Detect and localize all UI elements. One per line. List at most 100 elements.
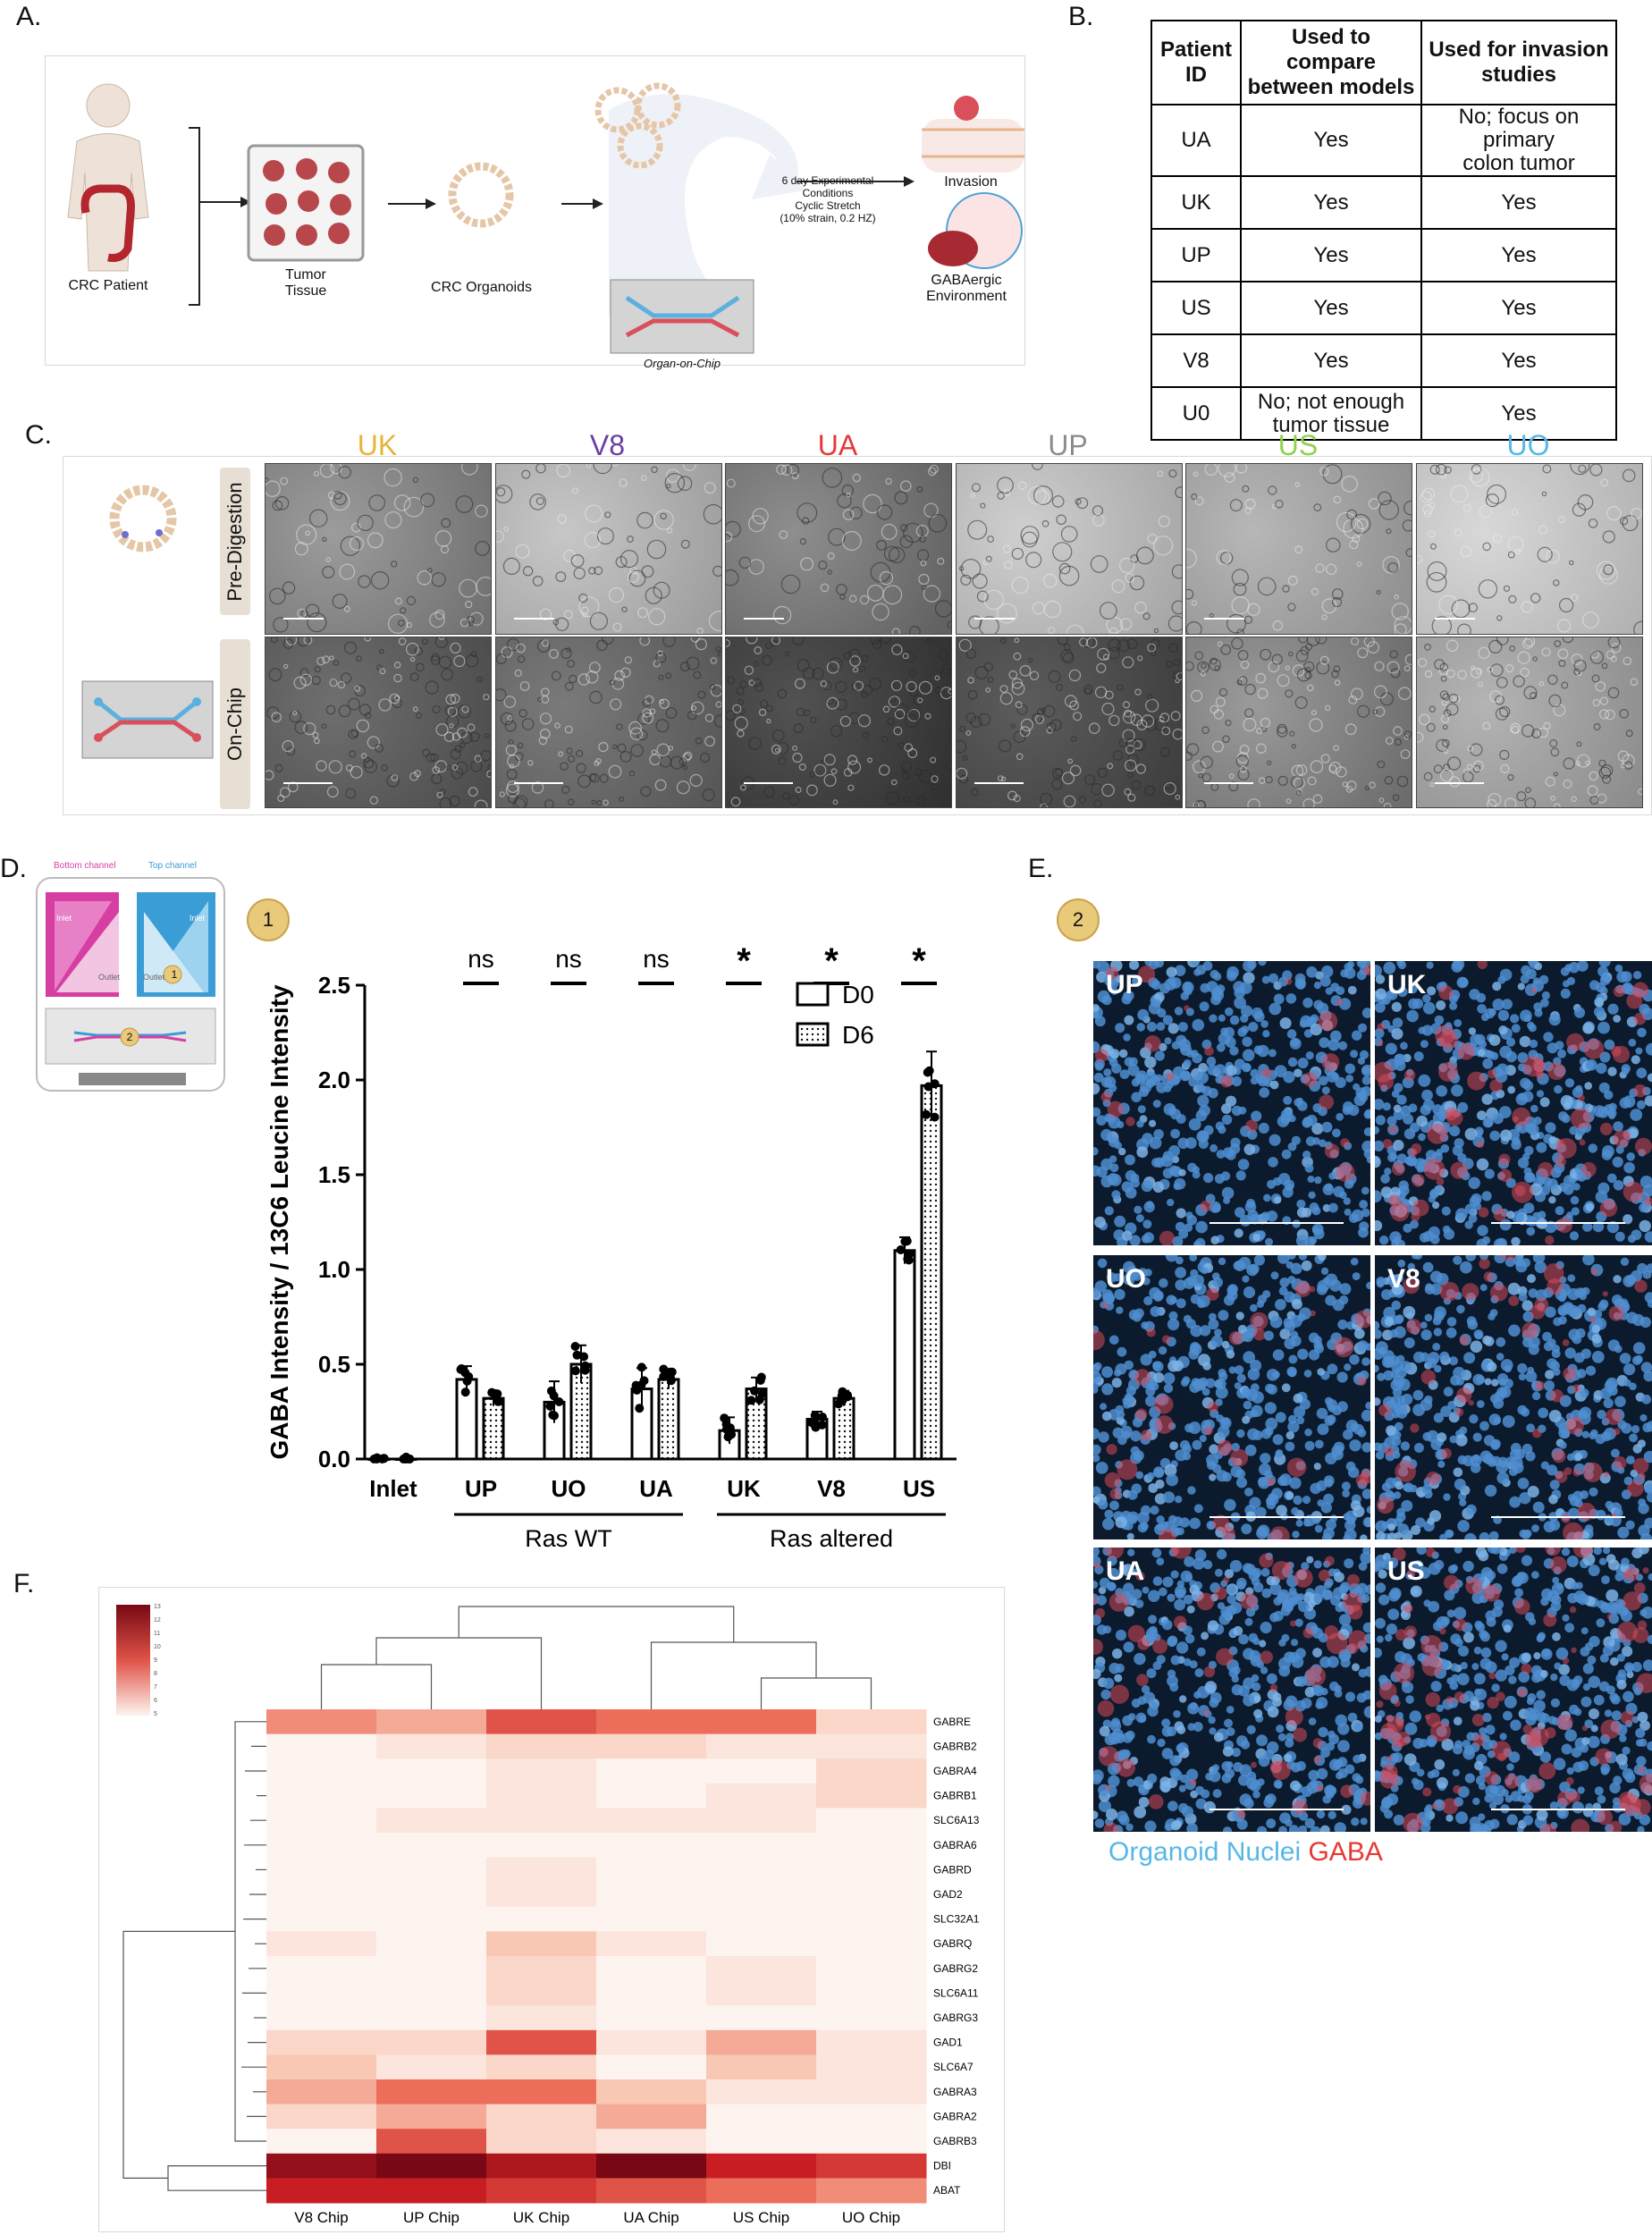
significance-label: * xyxy=(912,941,926,981)
significance-label: * xyxy=(737,941,751,981)
column-label: US Chip xyxy=(733,2209,789,2226)
table-cell: UA xyxy=(1150,104,1242,177)
group-label: Ras altered xyxy=(770,1525,893,1552)
micrograph-uk-chip xyxy=(265,637,492,808)
column-label: UK Chip xyxy=(513,2209,569,2226)
scale-tick-label: 8 xyxy=(154,1671,157,1677)
data-point xyxy=(399,1455,409,1463)
micrograph-v8-chip xyxy=(494,637,722,808)
heatmap-cell xyxy=(596,2153,707,2179)
table-cell: V8 xyxy=(1150,333,1242,388)
data-point xyxy=(635,1404,645,1413)
gene-label: GABRQ xyxy=(933,1937,972,1950)
heatmap-cell xyxy=(816,1931,927,1957)
fluorescence-texture xyxy=(1375,1255,1652,1539)
gaba-bar-chart: 0.0 0.5 1.0 1.5 2.0 2.5 GABA Intensity / 13C6 … xyxy=(266,941,957,1552)
gene-label: GABRE xyxy=(933,1716,971,1728)
scale-tick-label: 10 xyxy=(154,1644,161,1650)
micrograph-texture xyxy=(1186,637,1412,807)
scale-bar xyxy=(1491,1516,1625,1518)
marker-2: 2 xyxy=(1057,898,1100,941)
scale-tick-label: 13 xyxy=(154,1604,161,1610)
table-cell: UK xyxy=(1150,175,1242,230)
heatmap-cell xyxy=(266,1956,377,1982)
scale-bar xyxy=(283,782,333,784)
marker-2-text: 2 xyxy=(1072,908,1084,931)
conditions-line-4: (10% strain, 0.2 HZ) xyxy=(780,212,876,224)
dendrogram-branch xyxy=(650,1641,817,1709)
scale-bar xyxy=(974,782,1024,784)
x-tick-label: Inlet xyxy=(369,1475,417,1502)
table-cell: UP xyxy=(1150,228,1242,283)
bar-d6-up xyxy=(482,1396,505,1461)
legend-nuclei: Organoid Nuclei xyxy=(1108,1837,1302,1867)
gene-label: GABRG3 xyxy=(933,2012,978,2024)
heatmap-cell xyxy=(596,1758,707,1784)
heatmap-cell xyxy=(266,2129,377,2155)
micrograph-us-pre xyxy=(1185,463,1412,635)
heatmap-cell xyxy=(706,2153,817,2179)
outlet-bottom-label: Outlet xyxy=(98,973,121,982)
top-channel-label: Top channel xyxy=(148,861,197,871)
fluorescence-texture xyxy=(1093,961,1370,1245)
gene-heatmap: GABRE GABRB2 GABRA4 GABRB1 SLC6A13 GABRA6 GABR… xyxy=(116,1604,1003,2226)
scale-bar xyxy=(1210,1222,1344,1224)
heatmap-cell xyxy=(596,2029,707,2055)
gene-label: GAD2 xyxy=(933,1888,963,1901)
tile-label-up: UP xyxy=(1106,970,1143,999)
column-label: UP Chip xyxy=(403,2209,459,2226)
heatmap-cell xyxy=(266,2029,377,2055)
legend-swatch-d6 xyxy=(796,1022,830,1047)
gaba-env-line-2: Environment xyxy=(926,289,1007,304)
heatmap-cell xyxy=(266,2178,377,2204)
micrograph-ua-pre xyxy=(725,463,952,635)
data-point xyxy=(579,1352,589,1362)
y-tick-label: 1.0 xyxy=(318,1256,350,1283)
heatmap-cell xyxy=(706,1733,817,1759)
heatmap-cell xyxy=(816,2054,927,2080)
scale-bar xyxy=(1491,1222,1625,1224)
significance-label: ns xyxy=(643,945,670,973)
tile-label-uk: UK xyxy=(1387,970,1427,999)
heatmap-cell xyxy=(816,1833,927,1859)
heatmap-cell xyxy=(816,1709,927,1735)
inlet-top-label: Inlet xyxy=(190,914,206,923)
organoid-schematic-icon xyxy=(109,485,177,552)
scale-tick-label: 5 xyxy=(154,1711,157,1717)
heatmap-cell xyxy=(376,2129,487,2155)
data-point xyxy=(666,1376,676,1386)
row-label-pre-digestion: Pre-Digestion xyxy=(220,468,250,615)
scale-bar xyxy=(1491,1809,1625,1810)
heatmap-cell xyxy=(376,1808,487,1834)
table-cell: Yes xyxy=(1420,333,1617,388)
dendrogram-branch xyxy=(320,1664,433,1709)
heatmap-cell xyxy=(376,1758,487,1784)
heatmap-cell xyxy=(266,1783,377,1809)
heatmap-cell xyxy=(486,2178,597,2204)
heatmap-cell xyxy=(376,2178,487,2204)
data-point xyxy=(378,1454,388,1463)
scale-bar xyxy=(283,618,324,620)
heatmap-cell xyxy=(486,1956,597,1982)
significance-label: * xyxy=(824,941,839,981)
micrograph-texture xyxy=(1416,464,1642,634)
heatmap-cell xyxy=(596,1808,707,1834)
data-point xyxy=(818,1413,827,1421)
table-header-compare: Used to compare between models xyxy=(1240,20,1422,105)
significance-label: ns xyxy=(468,945,494,973)
dendrogram-branch xyxy=(760,1677,872,1709)
heatmap-cell xyxy=(376,1783,487,1809)
data-point xyxy=(636,1380,646,1390)
y-tick-label: 1.5 xyxy=(318,1161,350,1188)
heatmap-cell xyxy=(486,1980,597,2006)
data-point xyxy=(572,1350,582,1360)
marker-1: 1 xyxy=(247,898,290,941)
micrograph-up-chip xyxy=(955,637,1183,808)
fluorescence-legend: Organoid Nuclei GABA xyxy=(1108,1837,1383,1868)
heatmap-cell xyxy=(596,1833,707,1859)
micrograph-texture xyxy=(726,464,951,634)
heatmap-cell xyxy=(816,1980,927,2006)
patient-figure xyxy=(67,83,149,272)
data-point xyxy=(545,1402,555,1411)
dendrogram-branch xyxy=(458,1606,735,1642)
